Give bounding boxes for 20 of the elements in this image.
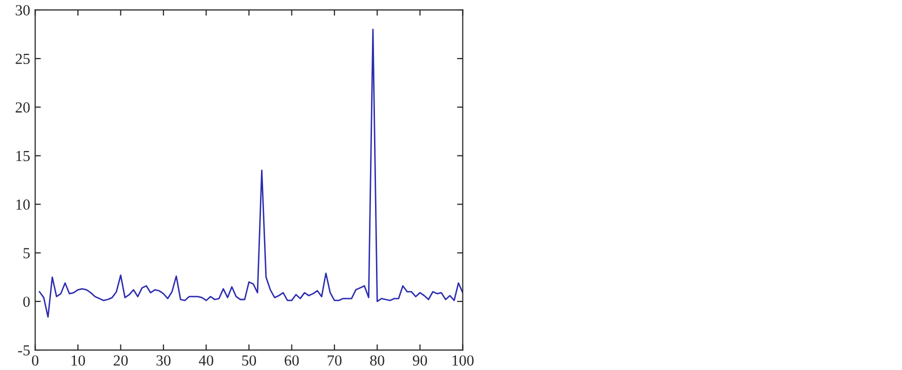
- x-tick-label: 50: [242, 355, 256, 366]
- y-tick-label: -5: [18, 345, 30, 356]
- y-tick-label: 0: [23, 296, 30, 307]
- x-tick-label: 20: [114, 355, 128, 366]
- y-tick-label: 10: [16, 199, 30, 210]
- y-tick-label: 15: [16, 150, 30, 162]
- line-series: [38, 28, 463, 318]
- x-tick-label: 40: [198, 355, 214, 366]
- x-tick-label: 100: [452, 355, 474, 366]
- x-tick-label: 70: [328, 355, 342, 366]
- x-tick-label: 0: [32, 355, 38, 366]
- x-tick-label: 10: [72, 355, 85, 366]
- x-tick-label: 80: [370, 355, 384, 366]
- y-tick-label: 25: [16, 54, 30, 64]
- x-tick-label: 60: [284, 355, 299, 366]
- x-tick-label: 30: [156, 355, 170, 366]
- x-tick-label: 90: [412, 355, 428, 366]
- y-tick-label: 30: [16, 5, 30, 16]
- y-tick-label: 20: [16, 102, 30, 113]
- y-tick-label: 5: [24, 248, 30, 258]
